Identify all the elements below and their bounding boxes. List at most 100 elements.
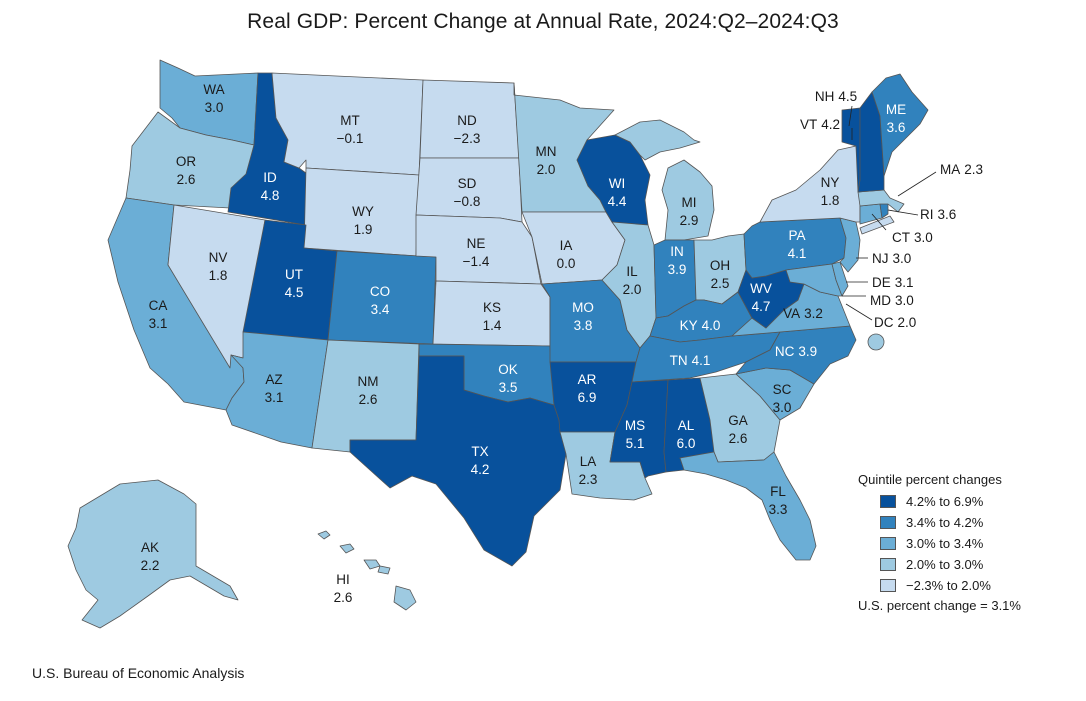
state-label-CO: CO bbox=[370, 284, 390, 299]
legend-title: Quintile percent changes bbox=[858, 472, 1002, 487]
state-value-OK: 3.5 bbox=[499, 380, 518, 395]
state-abbr-CT: CT bbox=[892, 230, 910, 245]
state-label-MO: MO bbox=[572, 300, 594, 315]
state-label-TX: TX bbox=[471, 444, 488, 459]
state-label-ND: ND bbox=[457, 113, 477, 128]
legend-label: 2.0% to 3.0% bbox=[906, 557, 984, 572]
state-label-TN: TN 4.1 bbox=[670, 353, 711, 368]
state-value-KY: 4.0 bbox=[702, 318, 721, 333]
state-value-AR: 6.9 bbox=[578, 390, 597, 405]
state-abbr-MA: MA bbox=[940, 162, 960, 177]
state-value-DC: 2.0 bbox=[898, 315, 917, 330]
state-value-CA: 3.1 bbox=[149, 316, 168, 331]
state-label-IN: IN bbox=[670, 244, 684, 259]
state-label-CT: CT 3.0 bbox=[892, 230, 933, 245]
leader-lines bbox=[842, 105, 937, 321]
state-value-RI: 3.6 bbox=[938, 207, 957, 222]
state-value-DE: 3.1 bbox=[895, 275, 914, 290]
state-label-IL: IL bbox=[626, 264, 638, 279]
state-label-GA: GA bbox=[728, 413, 748, 428]
state-label-OR: OR bbox=[176, 154, 197, 169]
state-value-MO: 3.8 bbox=[574, 318, 593, 333]
state-abbr-MD: MD bbox=[870, 293, 891, 308]
state-label-NJ: NJ 3.0 bbox=[872, 251, 911, 266]
state-value-NH: 4.5 bbox=[838, 89, 857, 104]
state-label-ME: ME bbox=[886, 102, 906, 117]
state-label-UT: UT bbox=[285, 267, 303, 282]
state-value-NC: 3.9 bbox=[798, 344, 817, 359]
state-label-KY: KY 4.0 bbox=[680, 318, 721, 333]
state-value-SD: −0.8 bbox=[454, 194, 481, 209]
state-value-MS: 5.1 bbox=[626, 436, 645, 451]
us-percent-change: U.S. percent change = 3.1% bbox=[858, 598, 1021, 613]
legend-swatch bbox=[880, 558, 896, 571]
state-value-HI: 2.6 bbox=[334, 590, 353, 605]
state-label-LA: LA bbox=[580, 454, 597, 469]
state-label-ID: ID bbox=[263, 170, 277, 185]
state-abbr-NJ: NJ bbox=[872, 251, 889, 266]
state-label-IA: IA bbox=[560, 238, 573, 253]
state-label-WA: WA bbox=[203, 82, 224, 97]
legend-swatch bbox=[880, 537, 896, 550]
legend-item: −2.3% to 2.0% bbox=[858, 575, 1078, 596]
state-value-WY: 1.9 bbox=[354, 222, 373, 237]
state-HI[interactable] bbox=[317, 530, 417, 611]
state-AK[interactable] bbox=[67, 479, 239, 629]
state-value-ME: 3.6 bbox=[887, 120, 906, 135]
state-value-MI: 2.9 bbox=[680, 213, 699, 228]
state-value-AL: 6.0 bbox=[677, 436, 696, 451]
state-DE[interactable] bbox=[831, 261, 849, 297]
state-label-WI: WI bbox=[609, 176, 626, 191]
state-FL[interactable] bbox=[679, 451, 817, 561]
state-ME[interactable] bbox=[871, 73, 929, 177]
state-label-CA: CA bbox=[149, 298, 168, 313]
state-value-MN: 2.0 bbox=[537, 162, 556, 177]
state-label-FL: FL bbox=[770, 484, 786, 499]
state-label-WV: WV bbox=[750, 281, 772, 296]
legend-item: 4.2% to 6.9% bbox=[858, 491, 1078, 512]
state-label-NE: NE bbox=[467, 236, 486, 251]
legend-swatch bbox=[880, 495, 896, 508]
state-abbr-DC: DC bbox=[874, 315, 894, 330]
state-abbr-NH: NH bbox=[815, 89, 835, 104]
state-TX[interactable] bbox=[349, 355, 567, 567]
state-label-SC: SC bbox=[773, 382, 792, 397]
state-label-MT: MT bbox=[340, 113, 360, 128]
state-value-ID: 4.8 bbox=[261, 188, 280, 203]
state-label-OK: OK bbox=[498, 362, 518, 377]
state-label-AK: AK bbox=[141, 540, 159, 555]
state-MI[interactable] bbox=[614, 119, 715, 241]
state-label-MS: MS bbox=[625, 418, 645, 433]
state-abbr-VA: VA bbox=[783, 306, 800, 321]
state-value-WV: 4.7 bbox=[752, 299, 771, 314]
state-abbr-KY: KY bbox=[680, 318, 698, 333]
legend-swatch bbox=[880, 516, 896, 529]
state-value-IN: 3.9 bbox=[668, 262, 687, 277]
state-value-FL: 3.3 bbox=[769, 502, 788, 517]
state-DC[interactable] bbox=[867, 333, 885, 351]
state-NJ[interactable] bbox=[839, 217, 861, 273]
legend-item: 3.4% to 4.2% bbox=[858, 512, 1078, 533]
state-IL[interactable] bbox=[601, 221, 657, 349]
state-abbr-NC: NC bbox=[775, 344, 795, 359]
state-value-MD: 3.0 bbox=[895, 293, 914, 308]
state-label-PA: PA bbox=[788, 228, 805, 243]
legend: Quintile percent changes 4.2% to 6.9% 3.… bbox=[858, 472, 1078, 613]
legend-swatch bbox=[880, 579, 896, 592]
state-NC[interactable] bbox=[735, 325, 857, 385]
state-label-NM: NM bbox=[358, 374, 379, 389]
state-abbr-TN: TN bbox=[670, 353, 688, 368]
state-value-CT: 3.0 bbox=[914, 230, 933, 245]
state-value-PA: 4.1 bbox=[788, 246, 807, 261]
legend-label: 4.2% to 6.9% bbox=[906, 494, 984, 509]
state-value-AZ: 3.1 bbox=[265, 390, 284, 405]
state-labels: WA 3.0 OR 2.6 CA 3.1 NV 1.8 ID 4.8 MT −0.1 WY 1.9 UT 4.… bbox=[141, 82, 983, 605]
state-value-KS: 1.4 bbox=[483, 318, 502, 333]
state-PA[interactable] bbox=[743, 217, 847, 279]
state-label-NV: NV bbox=[209, 250, 228, 265]
legend-label: 3.0% to 3.4% bbox=[906, 536, 984, 551]
state-value-NV: 1.8 bbox=[209, 268, 228, 283]
state-value-ND: −2.3 bbox=[454, 131, 481, 146]
state-label-MN: MN bbox=[536, 144, 557, 159]
state-label-AL: AL bbox=[678, 418, 695, 433]
